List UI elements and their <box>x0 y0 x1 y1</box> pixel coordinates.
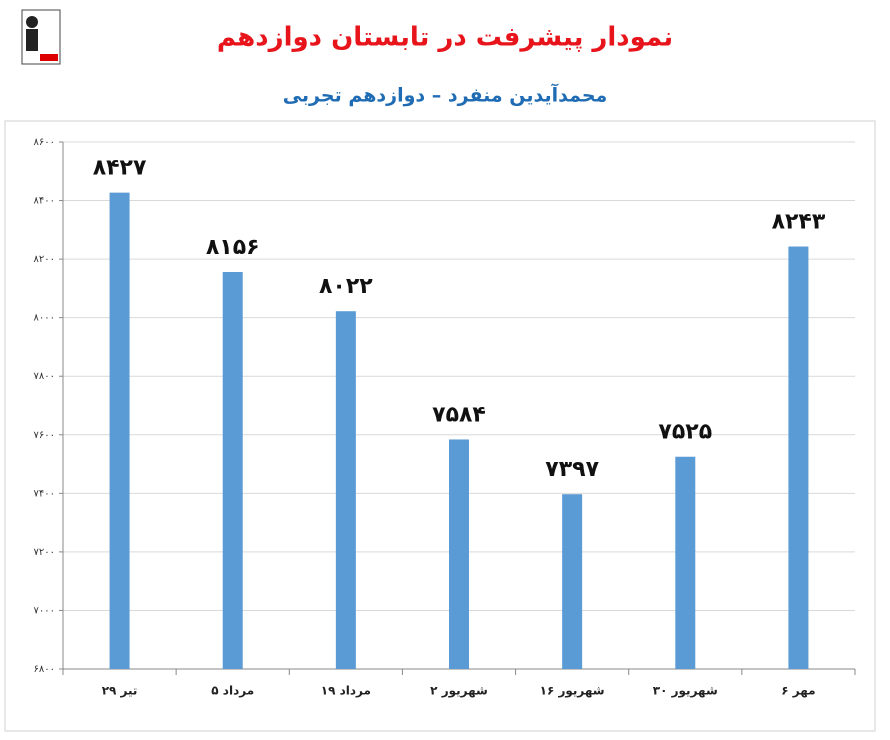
bar <box>675 456 696 669</box>
bar <box>449 439 469 669</box>
y-tick-label: ۷۶۰۰ <box>34 430 55 441</box>
value-label: ۸۰۲۲ <box>319 274 373 299</box>
value-label: ۷۵۲۵ <box>658 420 712 445</box>
bar <box>222 271 243 669</box>
x-tick-label: ۱۹ مرداد <box>321 684 371 698</box>
y-tick-label: ۷۴۰۰ <box>34 488 55 499</box>
y-tick-label: ۷۰۰۰ <box>34 605 55 616</box>
bar <box>562 494 583 669</box>
y-tick-label: ۸۴۰۰ <box>34 196 55 207</box>
bar <box>109 192 130 669</box>
bar <box>335 311 356 669</box>
y-tick-label: ۸۶۰۰ <box>34 137 55 148</box>
value-label: ۸۴۲۷ <box>93 156 147 181</box>
x-tick-label: ۲۹ تیر <box>102 684 138 698</box>
bar <box>788 246 809 669</box>
x-tick-label: ۶ مهر <box>781 684 815 698</box>
y-tick-label: ۷۲۰۰ <box>34 547 55 558</box>
value-label: ۷۳۹۷ <box>545 457 599 482</box>
x-tick-label: ۳۰ شهریور <box>653 684 718 699</box>
x-tick-label: ۵ مرداد <box>211 684 254 698</box>
chart-title: نمودار پیشرفت در تابستان دوازدهم <box>217 23 673 53</box>
value-label: ۸۲۴۳ <box>772 210 826 235</box>
x-tick-label: ۲ شهریور <box>430 684 488 699</box>
x-tick-label: ۱۶ شهریور <box>540 684 605 699</box>
chart-subtitle: محمدآیدین منفرد – دوازدهم تجربی <box>283 83 608 107</box>
y-tick-label: ۷۸۰۰ <box>34 371 55 382</box>
y-tick-label: ۸۲۰۰ <box>34 254 55 265</box>
logo <box>21 9 61 65</box>
y-tick-label: ۸۰۰۰ <box>34 313 55 324</box>
y-tick-label: ۶۸۰۰ <box>34 664 55 675</box>
chart-frame <box>4 120 876 732</box>
value-label: ۸۱۵۶ <box>206 235 260 260</box>
value-label: ۷۵۸۴ <box>432 402 486 427</box>
